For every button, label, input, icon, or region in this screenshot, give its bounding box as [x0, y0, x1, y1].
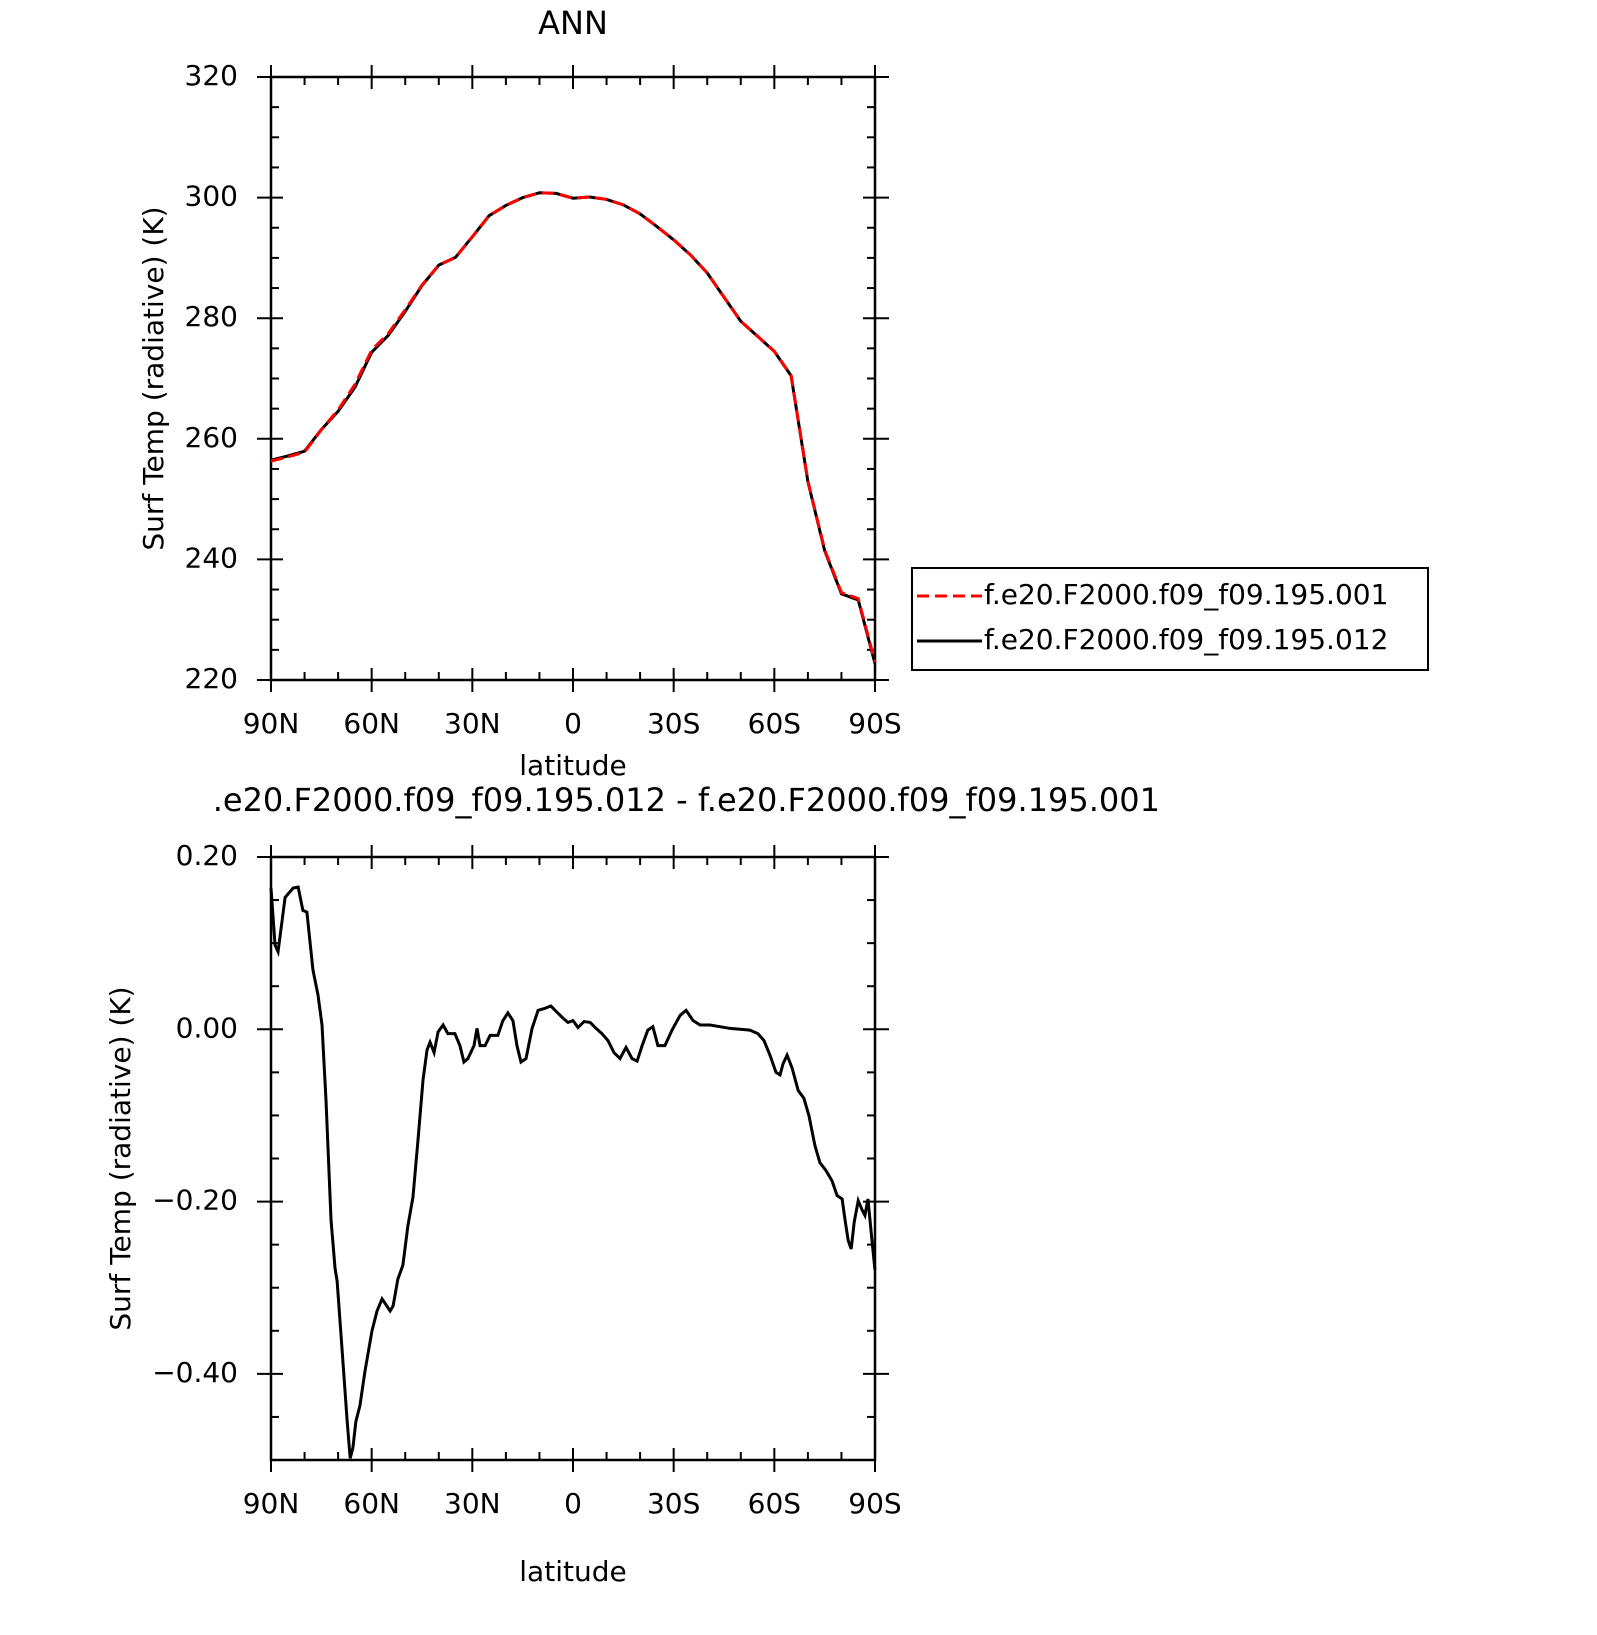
legend-label: f.e20.F2000.f09_f09.195.012	[984, 623, 1388, 656]
x-tick-label: 60S	[748, 707, 801, 740]
x-axis-label: latitude	[519, 749, 626, 782]
data-line	[269, 885, 877, 1459]
legend-label: f.e20.F2000.f09_f09.195.001	[984, 578, 1388, 611]
x-tick-label: 30S	[647, 707, 700, 740]
x-tick-label: 30N	[444, 1487, 501, 1520]
chart-title: ANN	[538, 4, 608, 42]
y-axis-label: Surf Temp (radiative) (K)	[137, 206, 170, 550]
x-tick-label: 60N	[343, 1487, 400, 1520]
x-tick-label: 90S	[848, 1487, 901, 1520]
x-tick-label: 60N	[343, 707, 400, 740]
x-tick-label: 30S	[647, 1487, 700, 1520]
legend-box	[911, 567, 1429, 671]
x-tick-label: 90S	[848, 707, 901, 740]
data-line	[270, 191, 877, 663]
y-tick-label: 260	[185, 421, 238, 454]
y-tick-label: 0.00	[176, 1011, 238, 1044]
x-tick-label: 90N	[243, 1487, 300, 1520]
y-tick-label: 220	[185, 662, 238, 695]
plot-frame	[269, 75, 877, 682]
x-tick-label: 30N	[444, 707, 501, 740]
y-tick-label: 320	[185, 59, 238, 92]
x-tick-label: 0	[564, 707, 582, 740]
y-tick-label: 0.20	[176, 839, 238, 872]
y-tick-label: 240	[185, 541, 238, 574]
x-tick-label: 0	[564, 1487, 582, 1520]
y-tick-label: −0.40	[152, 1356, 238, 1389]
plot-frame	[269, 855, 877, 1462]
y-tick-label: −0.20	[152, 1184, 238, 1217]
y-tick-label: 280	[185, 300, 238, 333]
y-axis-label: Surf Temp (radiative) (K)	[104, 986, 137, 1330]
x-axis-label: latitude	[519, 1555, 626, 1588]
x-tick-label: 60S	[748, 1487, 801, 1520]
chart-title: .e20.F2000.f09_f09.195.012 - f.e20.F2000…	[213, 781, 1160, 819]
data-line	[270, 191, 877, 664]
y-tick-label: 300	[185, 180, 238, 213]
x-tick-label: 90N	[243, 707, 300, 740]
